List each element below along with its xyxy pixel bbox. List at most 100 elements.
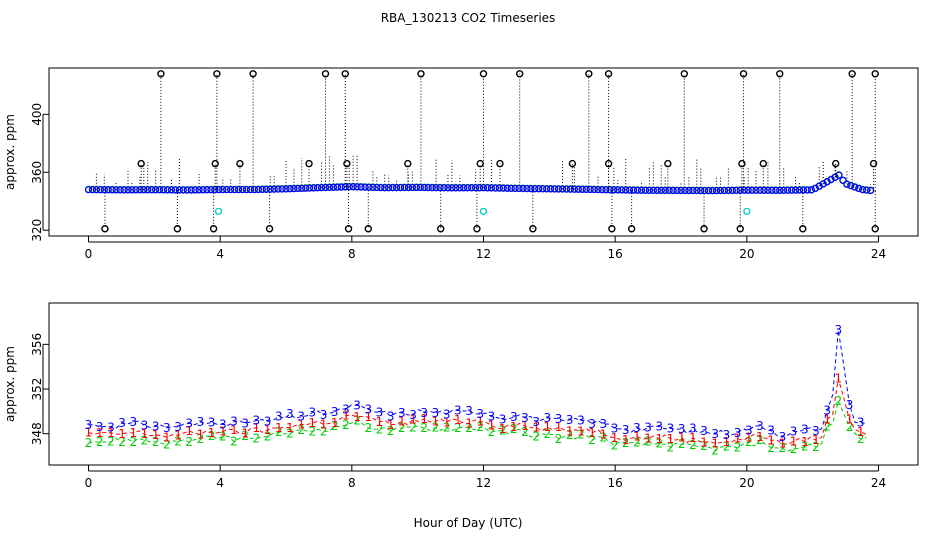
panel-top-outlier-mid <box>211 159 219 168</box>
panel-top-point-blue <box>242 186 251 194</box>
panel-top-point-blue <box>784 186 792 194</box>
panel-top-outlier-low <box>344 225 353 233</box>
panel-top-point-blue <box>566 185 575 193</box>
panel-top-point-blue <box>290 185 298 193</box>
series-point-label-2: 2 <box>331 419 339 433</box>
series-point-label-1: 1 <box>779 437 787 451</box>
series-point-label-1: 1 <box>801 435 809 449</box>
panel-top-point-blue <box>764 186 772 194</box>
series-point-label-1: 1 <box>790 434 798 448</box>
series-point-label-2: 2 <box>846 420 854 434</box>
series-point-label-1: 1 <box>118 427 126 441</box>
series-point-label-2: 2 <box>644 434 652 448</box>
panel-top-point-blue <box>377 184 385 192</box>
panel-top-outlier-mid <box>496 159 504 168</box>
series-point-label-1: 1 <box>297 417 305 431</box>
series-point-label-1: 1 <box>443 415 451 429</box>
panel-top-point-blue <box>863 186 871 194</box>
series-point-label-3: 3 <box>320 408 328 422</box>
panel-top-point-blue <box>550 185 559 193</box>
panel-top-point-blue <box>428 184 436 192</box>
panel-top-point-blue <box>626 186 634 194</box>
series-point-label-3: 3 <box>364 402 372 416</box>
panel-top-point-blue <box>570 185 578 193</box>
series-point-label-3: 3 <box>454 403 462 417</box>
panel-top-point-blue <box>732 186 740 195</box>
panel-top-point-blue <box>361 183 369 191</box>
panel-top-point-blue <box>511 184 519 193</box>
series-point-label-3: 3 <box>353 398 361 412</box>
figure-title: RBA_130213 CO2 Timeseries <box>381 11 556 25</box>
panel-top-outlier-high <box>871 70 879 78</box>
series-point-label-1: 1 <box>521 419 529 433</box>
panel-top-outlier-low <box>209 225 218 233</box>
series-point-label-1: 1 <box>219 425 227 439</box>
panel-top-point-blue <box>491 184 500 192</box>
panel-top-point-blue <box>618 186 626 194</box>
panel-top-point-blue <box>286 185 294 193</box>
series-point-label-2: 2 <box>129 435 137 449</box>
panel-top-point-blue <box>258 185 266 194</box>
panel-top-y-tick-label: 360 <box>30 161 44 184</box>
series-point-label-1: 1 <box>555 420 563 434</box>
series-point-label-3: 3 <box>141 419 149 433</box>
series-point-label-1: 1 <box>823 413 831 427</box>
panel-top-outlier-low <box>364 225 372 233</box>
panel-top-y-tick-label: 320 <box>30 219 44 242</box>
panel-top-point-blue <box>586 185 594 194</box>
panel-top-point-blue <box>799 186 808 194</box>
series-point-label-3: 3 <box>812 424 820 438</box>
series-point-label-1: 1 <box>96 426 104 440</box>
panel-top-outlier-low <box>608 225 616 233</box>
panel-top-point-blue <box>637 186 646 194</box>
panel-top-point-blue <box>183 186 191 194</box>
panel-top-outlier-mid <box>476 159 484 168</box>
panel-top-point-blue <box>400 183 409 192</box>
panel-top-point-blue <box>772 186 780 195</box>
series-line-1 <box>88 378 867 445</box>
panel-top-point-blue <box>96 186 104 194</box>
series-point-label-3: 3 <box>118 416 126 430</box>
series-point-label-3: 3 <box>129 415 137 429</box>
series-point-label-3: 3 <box>432 406 440 420</box>
series-point-label-1: 1 <box>599 428 607 442</box>
panel-top-point-blue <box>641 186 650 194</box>
panel-top-point-blue <box>752 186 760 194</box>
series-point-label-1: 1 <box>846 413 854 427</box>
series-point-label-2: 2 <box>756 433 764 447</box>
panel-top-point-blue <box>171 186 180 194</box>
series-point-label-3: 3 <box>85 418 93 432</box>
series-point-label-1: 1 <box>309 416 317 430</box>
panel-top-point-blue <box>420 183 428 192</box>
panel-top-point-blue <box>843 180 851 188</box>
panel-top-outlier-low <box>700 225 708 233</box>
series-point-label-3: 3 <box>342 403 350 417</box>
panel-top-point-blue <box>791 186 800 194</box>
series-point-label-2: 2 <box>208 429 216 443</box>
series-point-label-2: 2 <box>857 432 865 446</box>
series-point-label-2: 2 <box>432 421 440 435</box>
series-point-label-2: 2 <box>219 430 227 444</box>
series-point-label-2: 2 <box>790 442 798 456</box>
panel-top-point-blue <box>558 185 567 193</box>
series-point-label-2: 2 <box>678 437 686 451</box>
panel-top-outlier-low <box>265 225 274 233</box>
panel-top-point-blue <box>309 184 318 192</box>
series-point-label-1: 1 <box>756 430 764 444</box>
panel-top-point-blue <box>408 183 417 192</box>
panel-top-point-blue <box>227 186 235 194</box>
series-point-label-2: 2 <box>353 413 361 427</box>
panel-top-point-blue <box>175 186 184 194</box>
panel-bottom-x-tick-label: 20 <box>739 476 754 490</box>
panel-top-outlier-high <box>776 70 784 78</box>
panel-top-point-blue <box>598 186 606 194</box>
series-point-label-3: 3 <box>387 409 395 423</box>
panel-top-point-blue <box>199 186 207 194</box>
series-point-label-2: 2 <box>521 425 529 439</box>
panel-top-point-blue <box>167 186 176 194</box>
panel-top-point-blue <box>132 186 140 194</box>
series-point-label-1: 1 <box>197 427 205 441</box>
panel-top-outlier-low <box>101 225 109 233</box>
series-point-label-2: 2 <box>577 428 585 442</box>
series-point-label-3: 3 <box>801 422 809 436</box>
